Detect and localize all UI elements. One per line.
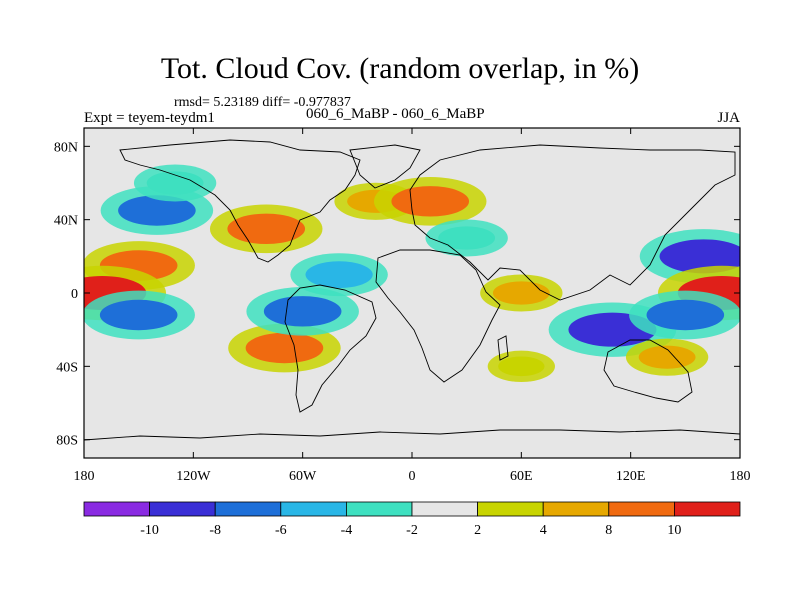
anomaly-region xyxy=(659,239,740,274)
lat-tick-label: 80S xyxy=(56,434,78,449)
anomaly-region xyxy=(646,299,725,331)
colorbar-label: -6 xyxy=(275,523,287,538)
colorbar-bin xyxy=(608,501,675,517)
anomaly-field xyxy=(84,164,740,383)
lon-tick-label: 60E xyxy=(510,469,533,484)
lon-tick-label: 180 xyxy=(730,469,751,484)
anomaly-region xyxy=(245,332,324,364)
longitude-axis: 180 120W 60W 0 60E 120E 180 xyxy=(74,128,751,484)
difference-label: 060_6_MaBP - 060_6_MaBP xyxy=(306,106,485,122)
colorbar-bin xyxy=(214,501,282,517)
lat-tick-label: 0 xyxy=(71,287,78,302)
anomaly-region xyxy=(492,281,550,305)
anomaly-region xyxy=(99,299,178,331)
colorbar-label: -2 xyxy=(406,523,418,538)
colorbar-bin xyxy=(149,501,216,517)
colorbar-bin xyxy=(83,501,150,517)
lat-tick-label: 40S xyxy=(56,360,78,375)
anomaly-region xyxy=(146,171,204,195)
anomaly-region xyxy=(438,226,496,250)
colorbar-label: 4 xyxy=(540,523,547,538)
anomaly-region xyxy=(498,356,545,377)
colorbar-label: 10 xyxy=(667,523,681,538)
lat-tick-label: 40N xyxy=(54,214,78,229)
colorbar-label: 8 xyxy=(605,523,612,538)
anomaly-region xyxy=(305,261,373,289)
anomaly-region xyxy=(263,296,342,327)
lon-tick-label: 180 xyxy=(74,469,95,484)
colorbar: -10 -8 -6 -4 -2 2 4 8 10 xyxy=(83,501,741,538)
colorbar-bin xyxy=(280,501,347,517)
lon-tick-label: 60W xyxy=(289,469,317,484)
anomaly-region xyxy=(118,195,196,226)
map-title: Tot. Cloud Cov. (random overlap, in %) xyxy=(160,52,640,85)
colorbar-label: -10 xyxy=(140,523,159,538)
anomaly-region xyxy=(638,345,696,369)
season-label: JJA xyxy=(717,110,740,126)
anomaly-region xyxy=(227,213,306,245)
colorbar-label: 2 xyxy=(474,523,481,538)
colorbar-label: -8 xyxy=(209,523,221,538)
colorbar-label: -4 xyxy=(341,523,353,538)
experiment-label: Expt = teyem-teydm1 xyxy=(84,110,215,126)
colorbar-bin xyxy=(674,501,741,517)
anomaly-region xyxy=(391,186,470,217)
colorbar-bin xyxy=(345,501,413,517)
colorbar-bin xyxy=(542,501,610,517)
coastlines xyxy=(84,139,740,441)
latitude-axis: 80N 40N 0 40S 80S xyxy=(54,140,740,449)
map-area xyxy=(84,128,740,458)
rmsd-diff-stats: rmsd= 5.23189 diff= -0.977837 xyxy=(174,95,351,110)
lon-tick-label: 120E xyxy=(616,469,646,484)
colorbar-bin xyxy=(477,501,544,517)
lat-tick-label: 80N xyxy=(54,140,78,155)
lon-tick-label: 0 xyxy=(409,469,416,484)
colorbar-bin xyxy=(411,501,478,517)
lon-tick-label: 120W xyxy=(176,469,211,484)
